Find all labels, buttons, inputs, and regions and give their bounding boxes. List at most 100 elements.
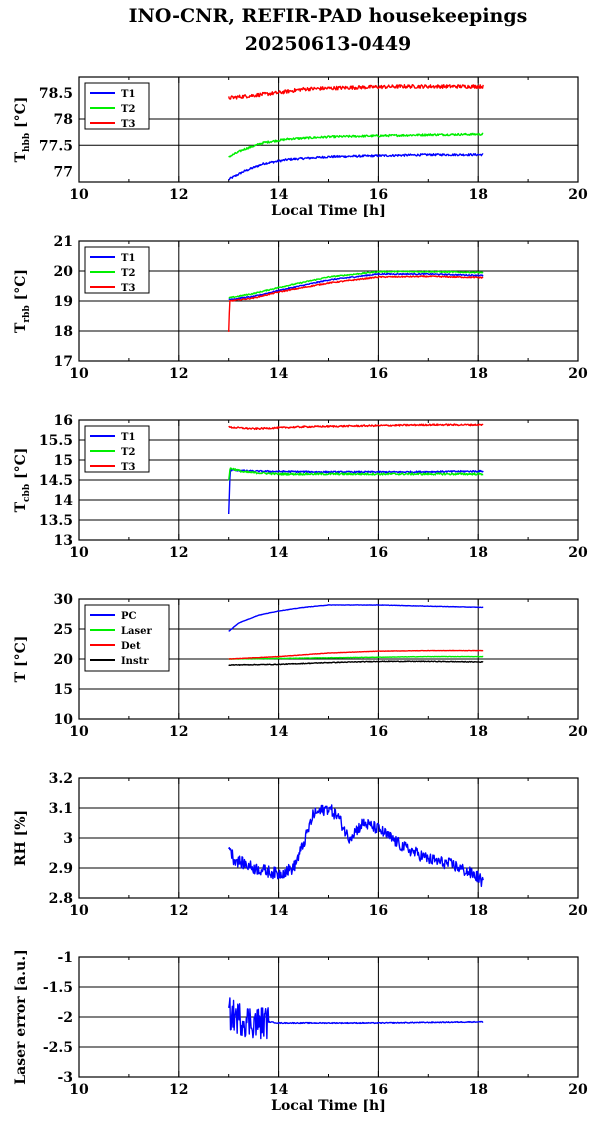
y-axis-label: Thbb [°C] xyxy=(13,97,32,163)
y-tick-label: 13.5 xyxy=(39,513,73,529)
chart-panel-4: 10 12 14 16 18 20 10 15 20 25 30 T [°C] PC Laser Det In… xyxy=(13,592,588,740)
x-tick-label: 10 xyxy=(69,724,89,740)
x-tick-label: 10 xyxy=(69,366,89,382)
series-line-data xyxy=(228,804,484,888)
series-line-data xyxy=(228,997,484,1040)
legend-box xyxy=(84,246,150,294)
x-tick-label: 14 xyxy=(269,545,289,561)
x-tick-label: 20 xyxy=(568,545,588,561)
x-tick-label: 14 xyxy=(269,187,289,203)
legend-entry: T1 xyxy=(121,432,135,443)
panels: 10 12 14 16 18 20 77 77.5 78 78.5 Local Time [h] Th… xyxy=(13,76,588,1114)
legend-entry: Det xyxy=(121,641,141,652)
figure-subtitle: 20250613-0449 xyxy=(245,33,412,55)
x-tick-label: 20 xyxy=(568,724,588,740)
x-tick-label: 20 xyxy=(568,1082,588,1098)
series-line-det xyxy=(228,649,484,660)
chart-panel-1: 10 12 14 16 18 20 77 77.5 78 78.5 Local Time [h] Th… xyxy=(13,76,588,219)
x-tick-label: 12 xyxy=(169,1082,188,1098)
legend-box xyxy=(84,82,150,130)
y-tick-label: 77 xyxy=(54,165,73,181)
y-tick-label: 25 xyxy=(54,622,73,638)
x-tick-label: 14 xyxy=(269,724,289,740)
series-line-pc xyxy=(228,604,484,632)
y-tick-label: -2.5 xyxy=(43,1040,73,1056)
series-line-instr xyxy=(228,660,484,666)
x-tick-label: 20 xyxy=(568,187,588,203)
y-tick-label: 20 xyxy=(54,652,74,668)
y-tick-label: 18 xyxy=(54,324,73,340)
series-line-t2 xyxy=(228,132,484,158)
y-axis-label: Laser error [a.u.] xyxy=(13,949,29,1084)
chart-panel-2: 10 12 14 16 18 20 17 18 19 20 21 Trbb [°C] T1 T2 T3 xyxy=(13,234,588,382)
x-tick-label: 18 xyxy=(468,724,487,740)
x-tick-label: 12 xyxy=(169,724,188,740)
y-axis-label: Tcbb [°C] xyxy=(13,448,32,513)
y-tick-label: -1 xyxy=(57,950,73,966)
x-tick-label: 12 xyxy=(169,903,188,919)
x-axis-label: Local Time [h] xyxy=(271,1098,386,1114)
y-tick-label: 78 xyxy=(54,112,73,128)
legend-entry: T2 xyxy=(121,104,135,115)
x-tick-label: 18 xyxy=(468,187,487,203)
x-tick-label: 16 xyxy=(369,545,388,561)
x-tick-label: 18 xyxy=(468,545,487,561)
x-tick-label: 10 xyxy=(69,187,89,203)
series-line-t2 xyxy=(228,270,484,299)
legend-entry: T3 xyxy=(121,119,135,130)
legend-entry: T1 xyxy=(121,253,135,264)
y-tick-label: 3.2 xyxy=(49,771,73,787)
y-tick-label: 77.5 xyxy=(39,138,73,154)
series-line-t3 xyxy=(228,84,484,100)
plot-frame xyxy=(78,76,579,183)
series-line-t1 xyxy=(228,272,484,301)
y-tick-label: -3 xyxy=(57,1070,73,1086)
y-axis-label: T [°C] xyxy=(13,636,29,683)
x-tick-label: 16 xyxy=(369,724,388,740)
plot-frame xyxy=(78,777,579,899)
y-tick-label: 19 xyxy=(54,294,73,310)
y-tick-label: 2.8 xyxy=(49,891,73,907)
x-tick-label: 12 xyxy=(169,545,188,561)
legend-entry: T3 xyxy=(121,283,135,294)
y-tick-label: 14 xyxy=(54,493,74,509)
x-tick-label: 10 xyxy=(69,545,89,561)
series-line-laser xyxy=(228,655,484,660)
legend-entry: Laser xyxy=(121,626,153,637)
legend-entry: T3 xyxy=(121,462,135,473)
x-tick-label: 18 xyxy=(468,1082,487,1098)
y-tick-label: 17 xyxy=(54,354,73,370)
legend-entry: PC xyxy=(121,611,137,622)
x-tick-label: 20 xyxy=(568,366,588,382)
y-tick-label: 15 xyxy=(54,682,73,698)
x-tick-label: 12 xyxy=(169,187,188,203)
chart-panel-5: 10 12 14 16 18 20 2.8 2.9 3 3.1 3.2 RH [%] xyxy=(13,771,588,919)
x-tick-label: 18 xyxy=(468,903,487,919)
y-tick-label: 15.5 xyxy=(39,433,73,449)
x-tick-label: 18 xyxy=(468,366,487,382)
y-tick-label: 20 xyxy=(54,264,74,280)
y-tick-label: 78.5 xyxy=(39,86,73,102)
series-line-t1 xyxy=(228,468,484,515)
y-axis-label: Trbb [°C] xyxy=(13,269,32,333)
plot-frame xyxy=(78,598,579,720)
x-tick-label: 16 xyxy=(369,1082,388,1098)
y-axis-label: RH [%] xyxy=(13,810,29,866)
y-tick-label: 13 xyxy=(54,533,73,549)
legend-entry: T1 xyxy=(121,89,135,100)
series-line-t2 xyxy=(228,467,484,481)
series-line-t1 xyxy=(228,152,484,181)
x-tick-label: 14 xyxy=(269,903,289,919)
chart-panel-3: 10 12 14 16 18 20 13 13.5 14 14.5 15 15.5 16 Tcbb [°C… xyxy=(13,413,588,561)
x-tick-label: 10 xyxy=(69,903,89,919)
x-tick-label: 10 xyxy=(69,1082,89,1098)
y-tick-label: -2 xyxy=(57,1010,73,1026)
y-tick-label: 21 xyxy=(54,234,73,250)
x-tick-label: 16 xyxy=(369,903,388,919)
y-tick-label: 14.5 xyxy=(39,473,73,489)
x-tick-label: 12 xyxy=(169,366,188,382)
plot-frame xyxy=(78,956,579,1078)
plot-frame xyxy=(78,419,579,541)
legend-entry: Instr xyxy=(121,656,149,667)
y-tick-label: 16 xyxy=(54,413,73,429)
